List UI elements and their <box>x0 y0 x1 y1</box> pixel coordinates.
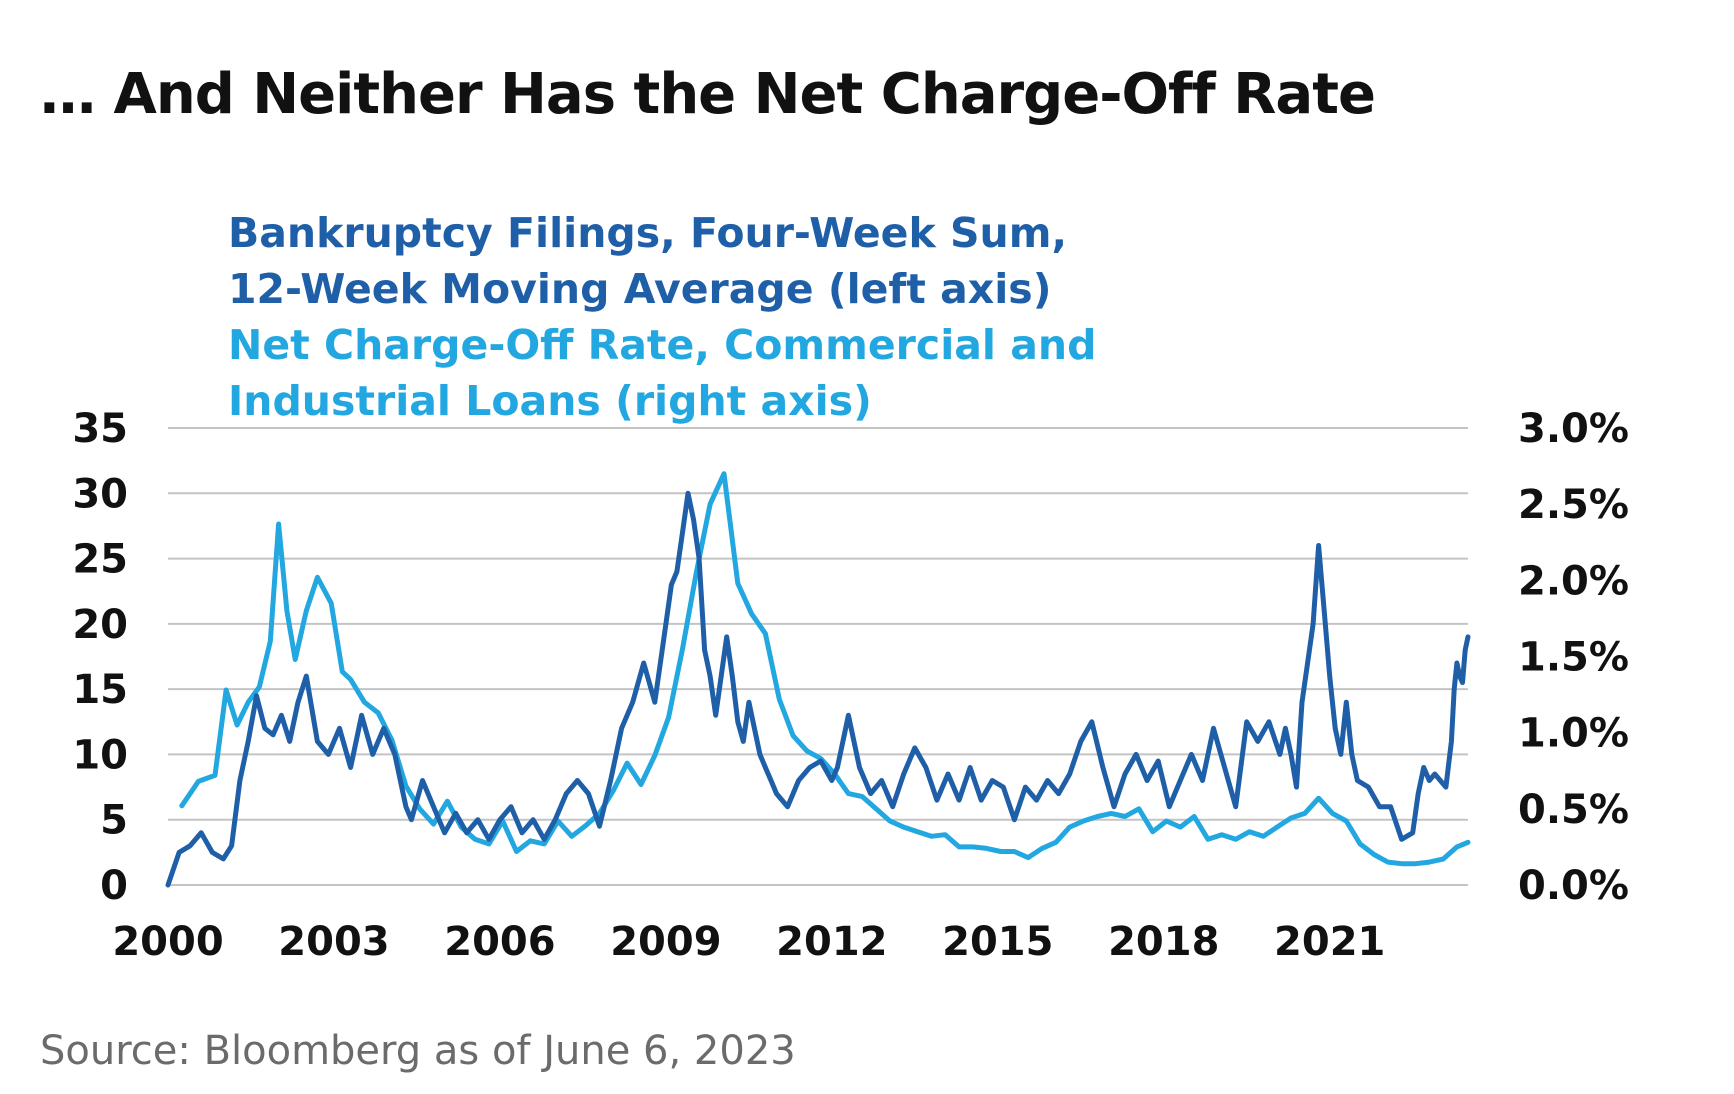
charge-off-rate-line <box>179 471 1471 867</box>
right-axis-tick-label: 1.0% <box>1518 711 1629 757</box>
right-axis-tick-label: 1.5% <box>1518 635 1629 681</box>
x-axis-tick-label: 2015 <box>942 919 1053 965</box>
chart-series <box>165 471 1471 888</box>
left-axis-tick-label: 5 <box>100 798 128 844</box>
left-axis-tick-label: 25 <box>72 537 128 583</box>
x-axis-tick-label: 2000 <box>112 919 223 965</box>
left-axis-tick-label: 10 <box>72 732 128 778</box>
left-axis-tick-label: 35 <box>72 406 128 452</box>
page-title: … And Neither Has the Net Charge-Off Rat… <box>40 62 1376 127</box>
legend-entry-2-line: Net Charge-Off Rate, Commercial and <box>228 321 1096 369</box>
bankruptcy-filings-line <box>165 490 1471 888</box>
left-axis-tick-label: 15 <box>72 667 128 713</box>
left-axis-tick-label: 20 <box>72 602 128 648</box>
legend-entry-1-line: Bankruptcy Filings, Four-Week Sum, <box>228 209 1067 257</box>
x-axis-tick-label: 2006 <box>444 919 555 965</box>
legend-entry-2-line: Industrial Loans (right axis) <box>228 377 872 425</box>
chart-legend: Bankruptcy Filings, Four-Week Sum, 12-Wee… <box>228 209 1096 425</box>
x-axis-tick-label: 2003 <box>278 919 389 965</box>
right-axis-tick-label: 0.5% <box>1518 787 1629 833</box>
right-axis-tick-label: 3.0% <box>1518 406 1629 452</box>
x-axis-tick-label: 2018 <box>1108 919 1219 965</box>
x-axis-tick-label: 2012 <box>776 919 887 965</box>
left-axis-ticks: 35 30 25 20 15 10 5 0 <box>72 406 128 909</box>
legend-entry-1-line: 12-Week Moving Average (left axis) <box>228 265 1051 313</box>
right-axis-tick-label: 2.0% <box>1518 558 1629 604</box>
right-axis-ticks: 3.0% 2.5% 2.0% 1.5% 1.0% 0.5% 0.0% <box>1518 406 1629 909</box>
x-axis-tick-label: 2021 <box>1274 919 1385 965</box>
x-axis-tick-label: 2009 <box>610 919 721 965</box>
right-axis-tick-label: 0.0% <box>1518 863 1629 909</box>
source-note: Source: Bloomberg as of June 6, 2023 <box>40 1028 796 1074</box>
right-axis-tick-label: 2.5% <box>1518 482 1629 528</box>
left-axis-tick-label: 0 <box>100 863 128 909</box>
chart-gridlines <box>168 427 1468 886</box>
left-axis-tick-label: 30 <box>72 471 128 517</box>
x-axis-ticks: 2000 2003 2006 2009 2012 2015 2018 2021 <box>112 919 1385 965</box>
